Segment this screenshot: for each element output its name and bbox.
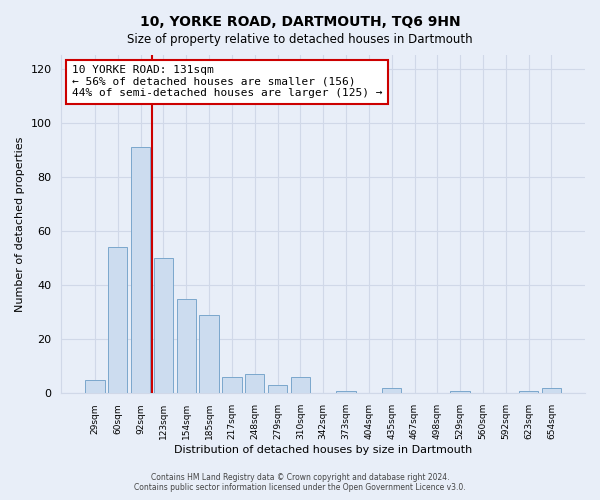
Bar — [131, 147, 150, 394]
Bar — [542, 388, 561, 394]
Y-axis label: Number of detached properties: Number of detached properties — [15, 136, 25, 312]
Bar — [268, 385, 287, 394]
Bar — [222, 377, 242, 394]
Text: 10 YORKE ROAD: 131sqm
← 56% of detached houses are smaller (156)
44% of semi-det: 10 YORKE ROAD: 131sqm ← 56% of detached … — [72, 65, 382, 98]
Bar — [199, 315, 219, 394]
Bar — [451, 390, 470, 394]
Bar — [108, 247, 127, 394]
Bar — [382, 388, 401, 394]
Bar — [337, 390, 356, 394]
Text: Contains HM Land Registry data © Crown copyright and database right 2024.
Contai: Contains HM Land Registry data © Crown c… — [134, 473, 466, 492]
Text: 10, YORKE ROAD, DARTMOUTH, TQ6 9HN: 10, YORKE ROAD, DARTMOUTH, TQ6 9HN — [140, 15, 460, 29]
Bar — [290, 377, 310, 394]
Bar — [176, 298, 196, 394]
Bar — [245, 374, 265, 394]
Bar — [519, 390, 538, 394]
X-axis label: Distribution of detached houses by size in Dartmouth: Distribution of detached houses by size … — [174, 445, 472, 455]
Text: Size of property relative to detached houses in Dartmouth: Size of property relative to detached ho… — [127, 32, 473, 46]
Bar — [154, 258, 173, 394]
Bar — [85, 380, 104, 394]
